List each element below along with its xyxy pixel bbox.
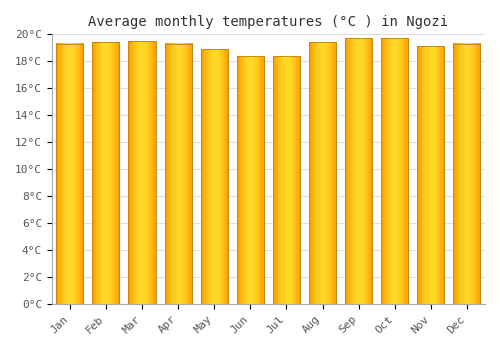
Bar: [381, 38, 408, 304]
Bar: [237, 56, 264, 304]
Title: Average monthly temperatures (°C ) in Ngozi: Average monthly temperatures (°C ) in Ng…: [88, 15, 448, 29]
Bar: [454, 44, 480, 304]
Bar: [92, 42, 120, 304]
Bar: [128, 41, 156, 304]
Bar: [418, 47, 444, 304]
Bar: [56, 44, 84, 304]
Bar: [273, 56, 300, 304]
Bar: [200, 49, 228, 304]
Bar: [345, 38, 372, 304]
Bar: [309, 42, 336, 304]
Bar: [164, 44, 192, 304]
